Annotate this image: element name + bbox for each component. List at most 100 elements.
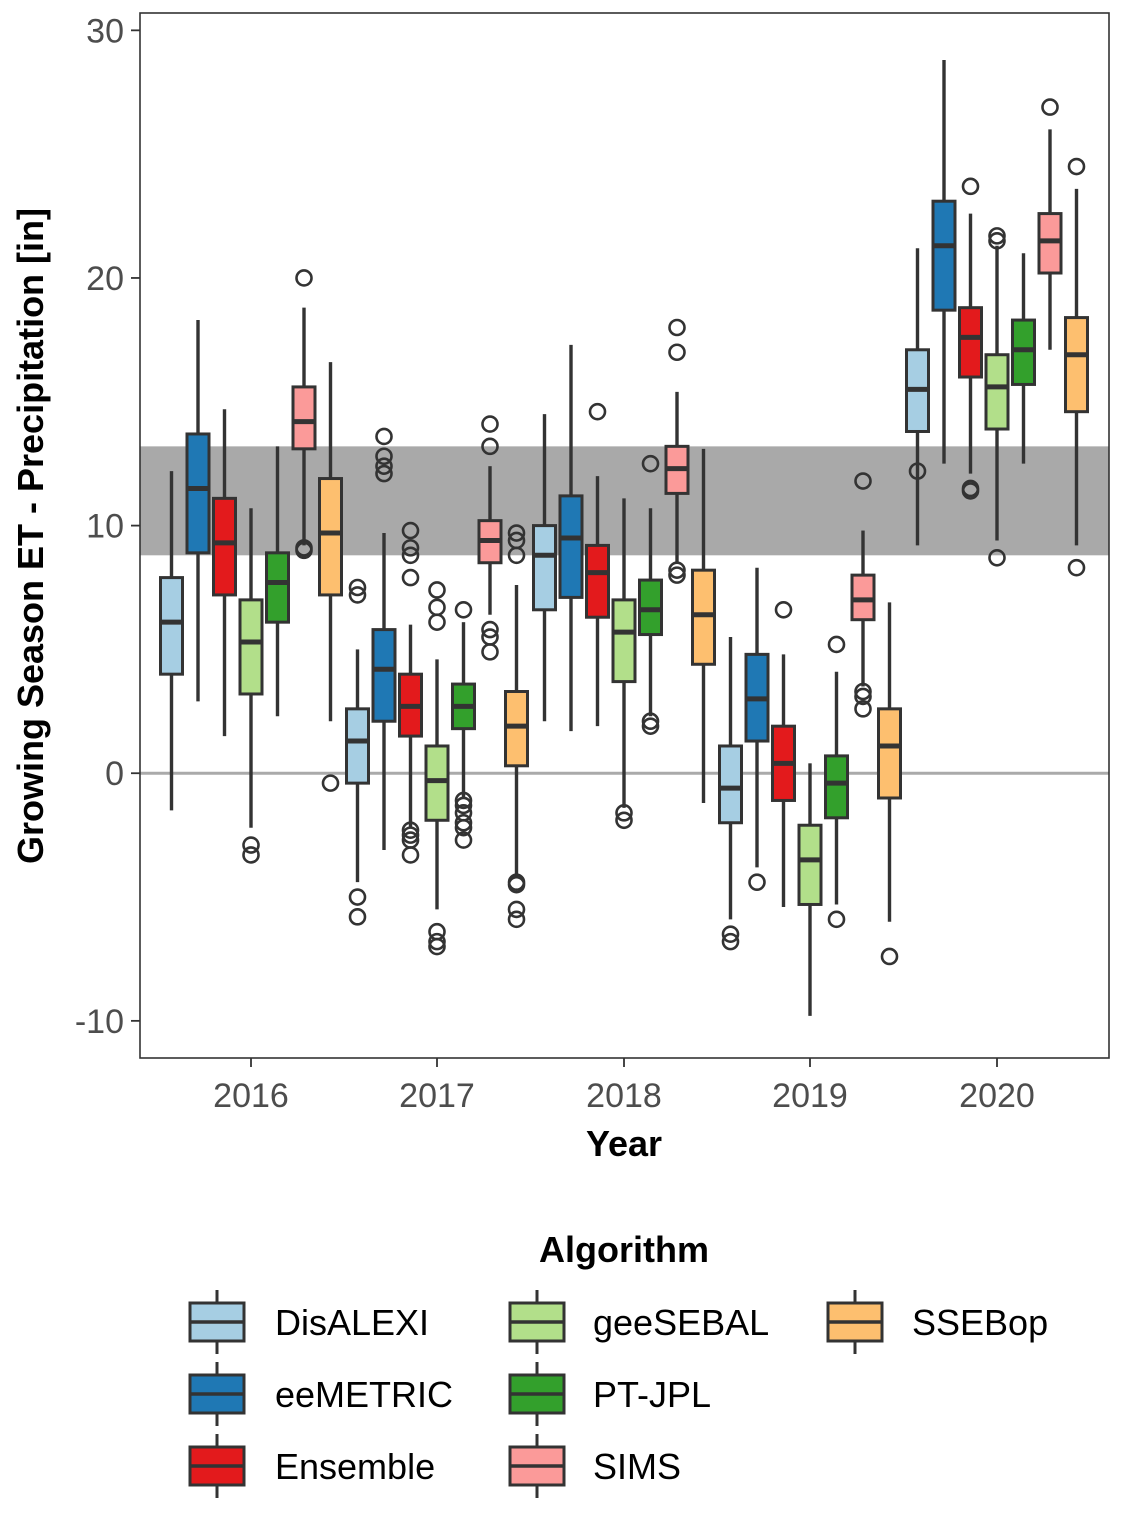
outlier-point bbox=[827, 910, 846, 929]
outlier-point bbox=[854, 687, 872, 706]
box-2016 bbox=[291, 269, 317, 560]
series-disalexi bbox=[159, 248, 930, 951]
box-2016 bbox=[185, 320, 211, 702]
outlier-point bbox=[988, 548, 1006, 567]
box bbox=[718, 744, 743, 825]
box bbox=[984, 353, 1010, 431]
outlier-point bbox=[242, 846, 260, 864]
y-tick-label: 0 bbox=[105, 755, 124, 793]
x-tick-label: 2018 bbox=[586, 1077, 662, 1115]
outlier-point bbox=[454, 791, 473, 810]
box-2017 bbox=[477, 415, 503, 661]
box-2017 bbox=[371, 427, 397, 850]
outlier-point bbox=[401, 521, 420, 540]
x-tick-label: 2016 bbox=[213, 1077, 289, 1115]
outlier-point bbox=[615, 804, 633, 822]
outlier-point bbox=[428, 937, 446, 956]
box bbox=[159, 576, 184, 676]
outlier-point bbox=[428, 581, 446, 599]
outlier-point bbox=[641, 454, 660, 473]
outlier-point bbox=[854, 682, 872, 701]
legend-item-sims: SIMS bbox=[508, 1434, 681, 1498]
box-2020 bbox=[958, 177, 983, 500]
legend-item-ssebop: SSEBop bbox=[826, 1290, 1048, 1354]
box-2018 bbox=[585, 402, 610, 727]
box-2020 bbox=[1064, 157, 1089, 577]
outlier-point bbox=[428, 613, 446, 631]
outlier-point bbox=[401, 546, 420, 565]
outlier-point bbox=[454, 813, 473, 832]
box-2016 bbox=[238, 508, 264, 864]
outlier-point bbox=[348, 908, 367, 926]
outlier-point bbox=[454, 818, 473, 837]
box bbox=[797, 823, 823, 906]
outlier-point bbox=[721, 925, 740, 943]
box bbox=[931, 199, 957, 312]
outlier-point bbox=[242, 836, 260, 854]
outlier-point bbox=[507, 910, 526, 929]
outlier-point bbox=[401, 821, 420, 839]
outlier-point bbox=[668, 561, 686, 579]
x-tick-label: 2020 bbox=[959, 1077, 1035, 1115]
outlier-point bbox=[748, 873, 766, 891]
legend-label: Ensemble bbox=[275, 1446, 435, 1487]
box-2020 bbox=[905, 248, 930, 546]
box bbox=[371, 628, 397, 723]
box-2017 bbox=[345, 578, 370, 926]
legend-label: geeSEBAL bbox=[593, 1302, 769, 1343]
outlier-point bbox=[348, 888, 367, 906]
box-2018 bbox=[611, 498, 637, 830]
outlier-point bbox=[295, 541, 313, 560]
outlier-point bbox=[1067, 157, 1086, 176]
outlier-point bbox=[1041, 98, 1059, 116]
y-tick-label: 10 bbox=[86, 508, 124, 546]
y-tick-label: -10 bbox=[75, 1003, 124, 1041]
outlier-point bbox=[615, 811, 633, 830]
legend-label: SIMS bbox=[593, 1446, 681, 1487]
outlier-point bbox=[1067, 558, 1086, 577]
outlier-point bbox=[454, 600, 473, 619]
x-axis-title: Year bbox=[586, 1123, 662, 1164]
y-axis: 30 20 10 0 -10 bbox=[75, 12, 140, 1041]
x-tick-label: 2019 bbox=[772, 1077, 848, 1115]
outlier-point bbox=[401, 826, 420, 844]
box-2018 bbox=[558, 344, 584, 732]
x-tick-label: 2017 bbox=[399, 1077, 475, 1115]
outlier-point bbox=[827, 635, 846, 654]
legend-label: PT-JPL bbox=[593, 1374, 711, 1415]
outlier-point bbox=[428, 932, 446, 951]
box bbox=[877, 707, 902, 800]
outlier-point bbox=[880, 947, 899, 966]
outlier-point bbox=[295, 269, 313, 287]
box-2019 bbox=[877, 602, 902, 966]
outlier-point bbox=[668, 318, 686, 337]
y-axis-title: Growing Season ET - Precipitation [in] bbox=[10, 208, 51, 864]
series-pt-jpl bbox=[265, 253, 1036, 929]
box-2019 bbox=[824, 635, 849, 929]
box-2019 bbox=[850, 472, 876, 718]
legend-item-ensemble: Ensemble bbox=[188, 1434, 435, 1498]
box-2016 bbox=[159, 471, 184, 811]
box bbox=[212, 496, 237, 597]
box-2020 bbox=[931, 60, 957, 464]
outlier-point bbox=[348, 578, 367, 597]
box bbox=[958, 306, 983, 379]
box-groups bbox=[159, 60, 1089, 1016]
box bbox=[345, 707, 370, 785]
outlier-point bbox=[348, 586, 367, 604]
legend-item-eemetric: eeMETRIC bbox=[188, 1362, 453, 1426]
box-2017 bbox=[424, 581, 450, 956]
box bbox=[318, 477, 343, 597]
box-2019 bbox=[718, 637, 743, 951]
box bbox=[265, 551, 290, 624]
legend-item-geesebal: geeSEBAL bbox=[508, 1290, 769, 1354]
box bbox=[1064, 316, 1089, 414]
legend-label: DisALEXI bbox=[275, 1302, 429, 1343]
box bbox=[611, 598, 637, 684]
outlier-point bbox=[641, 717, 660, 735]
outlier-point bbox=[454, 831, 473, 849]
outlier-point bbox=[721, 932, 740, 951]
series-ensemble bbox=[212, 177, 983, 907]
series-eemetric bbox=[185, 60, 957, 891]
